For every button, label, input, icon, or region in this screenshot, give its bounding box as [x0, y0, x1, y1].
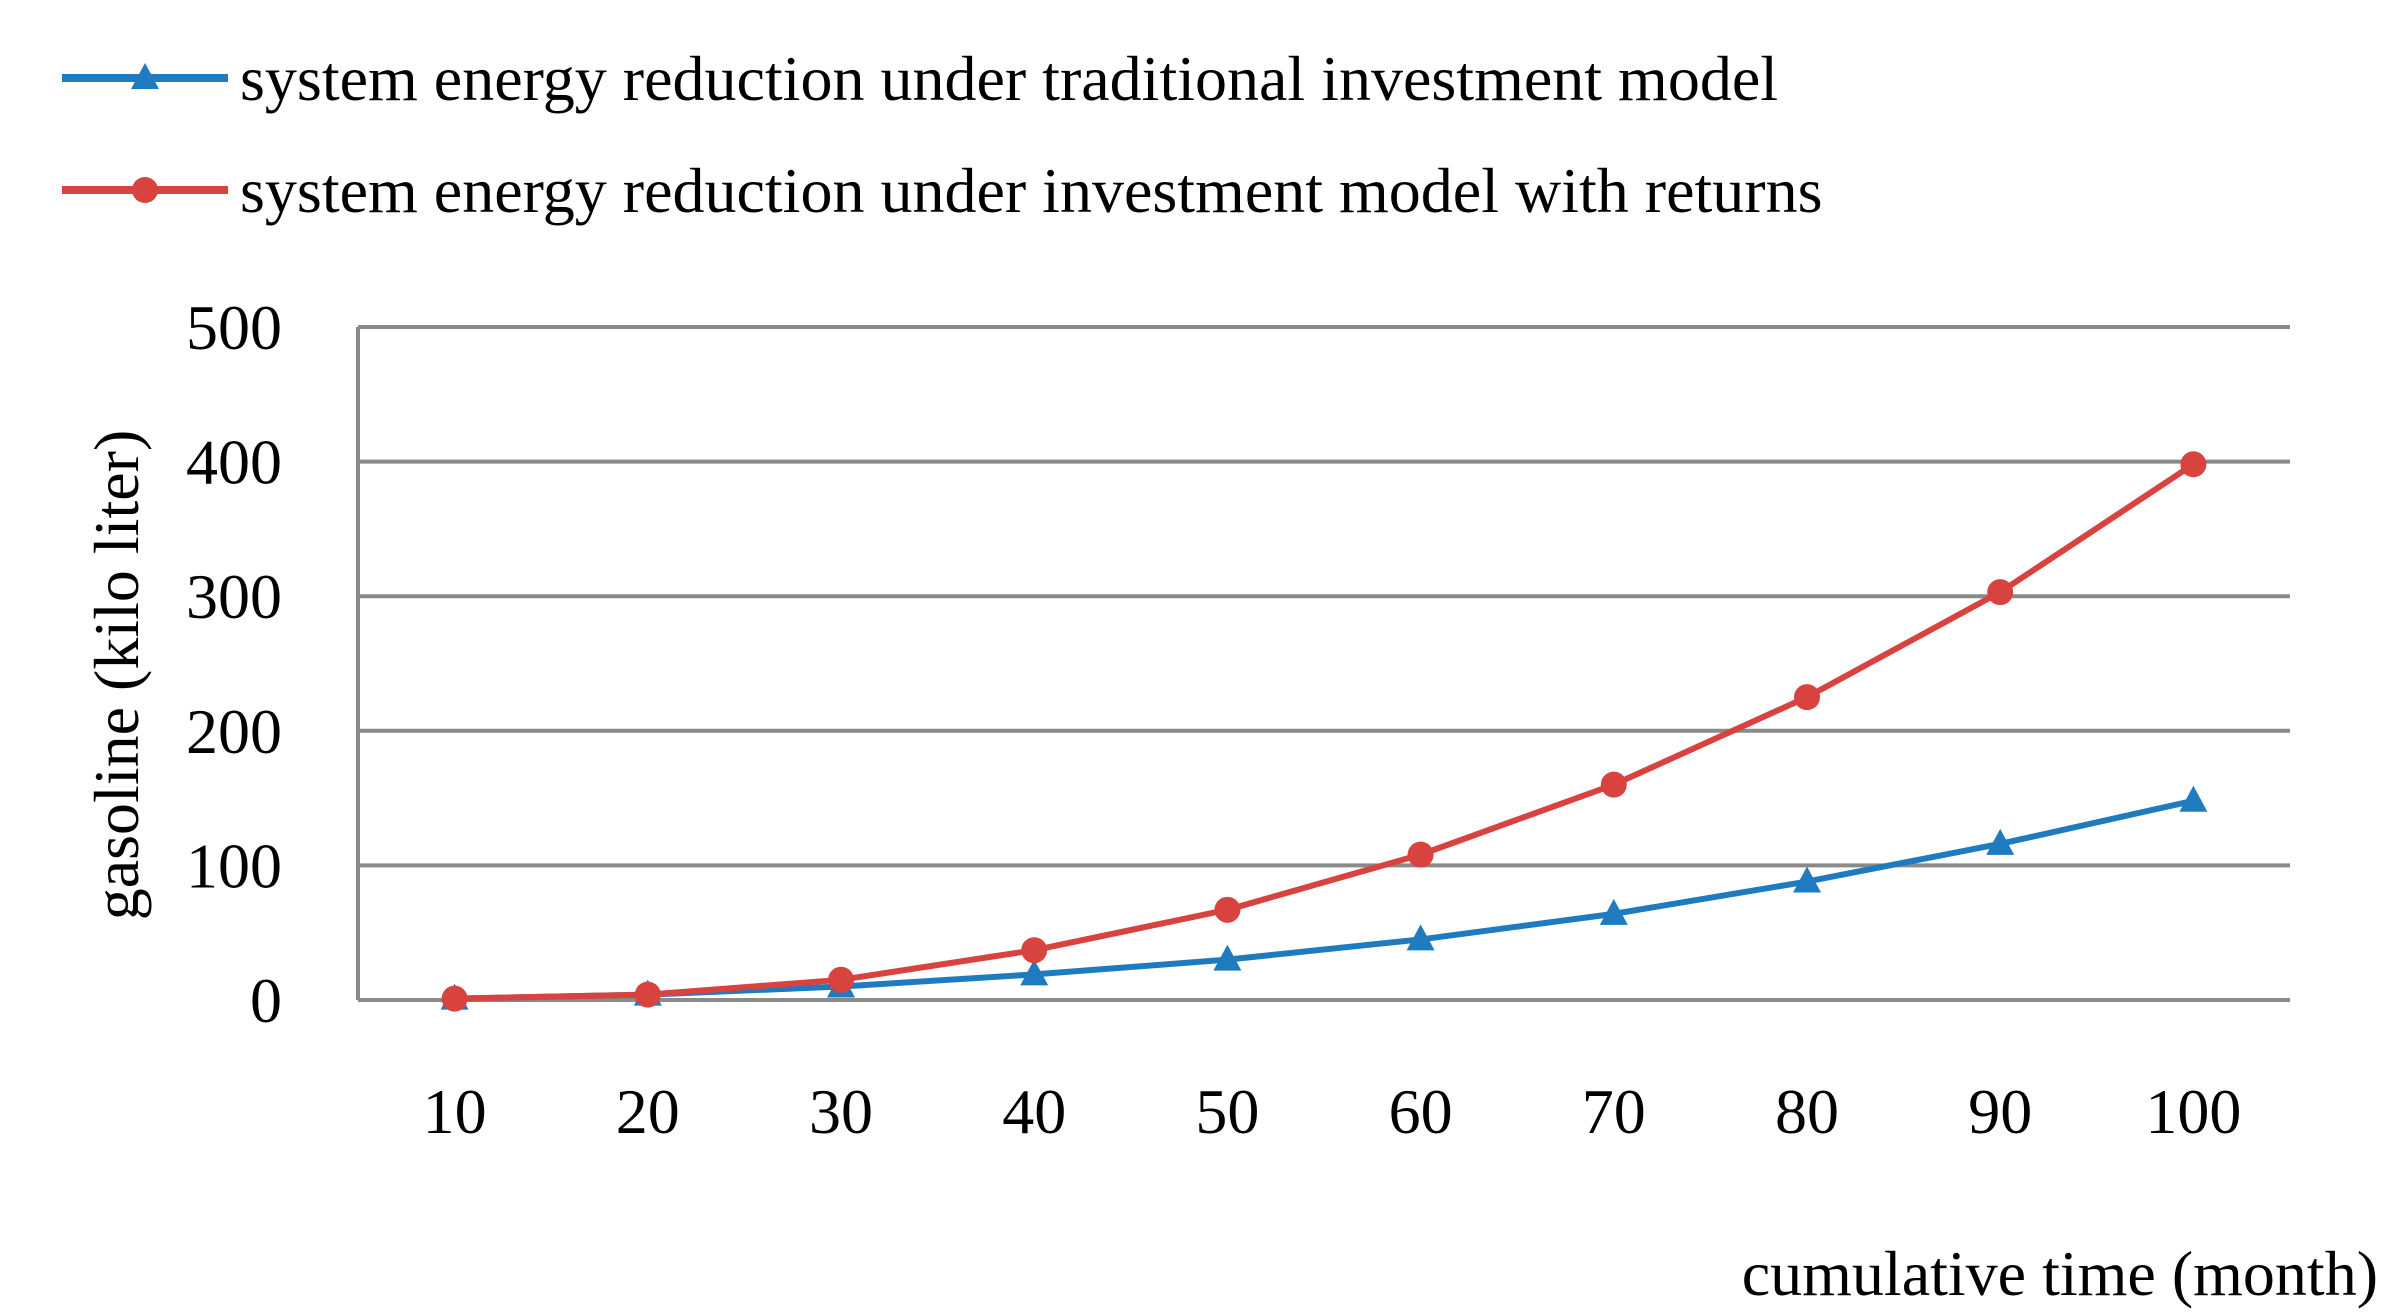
y-tick-label-100: 100 — [186, 830, 282, 901]
y-axis-label: gasoline (kilo liter) — [81, 430, 152, 921]
legend-entry-traditional: system energy reduction under traditiona… — [62, 43, 1778, 114]
x-tick-label-100: 100 — [2145, 1076, 2241, 1147]
x-tick-label-30: 30 — [809, 1076, 873, 1147]
data-point-returns-50 — [1214, 896, 1241, 923]
data-point-returns-30 — [828, 966, 854, 993]
data-point-returns-60 — [1407, 841, 1434, 868]
data-point-traditional-70 — [1599, 898, 1628, 925]
data-point-returns-10 — [441, 985, 468, 1012]
x-tick-label-60: 60 — [1389, 1076, 1453, 1147]
x-tick-label-50: 50 — [1195, 1076, 1259, 1147]
y-tick-label-400: 400 — [186, 427, 282, 498]
y-tick-label-0: 0 — [250, 965, 282, 1036]
legend-marker-circle — [132, 177, 158, 203]
series-layer — [440, 451, 2208, 1012]
y-tick-label-500: 500 — [186, 292, 282, 363]
data-point-returns-20 — [634, 981, 661, 1008]
x-tick-label-70: 70 — [1582, 1076, 1646, 1147]
data-point-traditional-40 — [1020, 959, 1049, 986]
data-point-traditional-100 — [2179, 785, 2208, 812]
data-point-returns-100 — [2180, 451, 2207, 478]
legend-marker-triangle — [131, 63, 159, 89]
legend-label-returns: system energy reduction under investment… — [240, 155, 1822, 226]
legend: system energy reduction under traditiona… — [62, 43, 1822, 226]
data-point-traditional-50 — [1213, 944, 1242, 971]
x-tick-label-10: 10 — [423, 1076, 487, 1147]
legend-label-traditional: system energy reduction under traditiona… — [240, 43, 1778, 114]
data-point-returns-70 — [1600, 771, 1627, 798]
gridlines — [358, 325, 2290, 1002]
series-line-returns — [454, 461, 2196, 1002]
data-point-traditional-60 — [1406, 924, 1435, 951]
series-line-traditional — [454, 797, 2195, 1002]
y-tick-label-200: 200 — [186, 696, 282, 767]
data-point-returns-90 — [1987, 579, 2014, 606]
data-point-returns-40 — [1021, 937, 1048, 964]
legend-entry-returns: system energy reduction under investment… — [62, 155, 1822, 226]
data-point-traditional-90 — [1986, 828, 2015, 855]
x-tick-label-80: 80 — [1775, 1076, 1839, 1147]
x-tick-labels: 10 20 30 40 50 60 70 80 90 100 — [423, 1076, 2242, 1147]
data-point-returns-80 — [1794, 684, 1820, 711]
y-tick-label-300: 300 — [186, 561, 282, 632]
x-tick-label-40: 40 — [1002, 1076, 1066, 1147]
y-tick-labels: 0 100 200 300 400 500 — [186, 292, 282, 1036]
x-tick-label-90: 90 — [1968, 1076, 2032, 1147]
data-point-traditional-80 — [1793, 866, 1821, 893]
x-tick-label-20: 20 — [616, 1076, 680, 1147]
x-axis-label: cumulative time (month) — [1742, 1238, 2378, 1309]
